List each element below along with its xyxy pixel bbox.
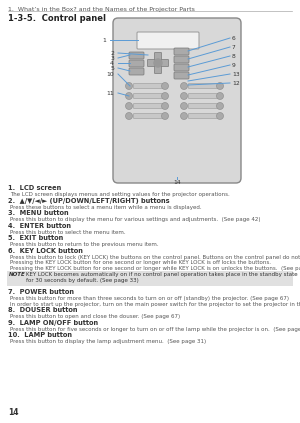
- FancyBboxPatch shape: [174, 72, 189, 79]
- FancyBboxPatch shape: [154, 52, 161, 61]
- Circle shape: [217, 93, 224, 99]
- FancyBboxPatch shape: [174, 56, 189, 63]
- Circle shape: [181, 102, 188, 110]
- Text: Press this button to display the menu for various settings and adjustments.  (Se: Press this button to display the menu fo…: [10, 217, 260, 222]
- Text: Press these buttons to select a menu item while a menu is displayed.: Press these buttons to select a menu ite…: [10, 204, 202, 209]
- Text: 7.  POWER button: 7. POWER button: [8, 289, 74, 295]
- Text: 3.  MENU button: 3. MENU button: [8, 210, 69, 216]
- FancyBboxPatch shape: [188, 104, 218, 109]
- Circle shape: [161, 102, 169, 110]
- FancyBboxPatch shape: [129, 68, 144, 75]
- Text: 8.  DOUSER button: 8. DOUSER button: [8, 307, 77, 313]
- Text: 4: 4: [110, 60, 114, 66]
- Text: 14: 14: [8, 408, 19, 417]
- FancyBboxPatch shape: [134, 104, 163, 109]
- Text: Pressing the KEY LOCK button for one second or longer while KEY LOCK is off lock: Pressing the KEY LOCK button for one sec…: [10, 260, 271, 265]
- Circle shape: [181, 82, 188, 90]
- FancyBboxPatch shape: [148, 60, 157, 66]
- Circle shape: [181, 113, 188, 120]
- Text: 5: 5: [110, 66, 114, 71]
- FancyBboxPatch shape: [113, 18, 241, 183]
- FancyBboxPatch shape: [174, 64, 189, 71]
- Text: 6: 6: [232, 36, 236, 41]
- Text: Press this button for five seconds or longer to turn on or off the lamp while th: Press this button for five seconds or lo…: [10, 327, 300, 332]
- Text: Press this button to return to the previous menu item.: Press this button to return to the previ…: [10, 242, 159, 247]
- Text: Press this button to select the menu item.: Press this button to select the menu ite…: [10, 230, 126, 234]
- FancyBboxPatch shape: [134, 83, 163, 88]
- FancyBboxPatch shape: [188, 113, 218, 118]
- Circle shape: [125, 93, 133, 99]
- Text: 3: 3: [110, 55, 114, 60]
- Circle shape: [125, 102, 133, 110]
- Text: The LCD screen displays menus and setting values for the projector operations.: The LCD screen displays menus and settin…: [10, 192, 230, 197]
- FancyBboxPatch shape: [134, 113, 163, 118]
- Text: 2.  ▲/▼/◄/► (UP/DOWN/LEFT/RIGHT) buttons: 2. ▲/▼/◄/► (UP/DOWN/LEFT/RIGHT) buttons: [8, 198, 169, 203]
- Circle shape: [217, 82, 224, 90]
- FancyBboxPatch shape: [174, 48, 189, 55]
- FancyBboxPatch shape: [134, 93, 163, 99]
- Text: 1: 1: [102, 38, 106, 42]
- FancyBboxPatch shape: [188, 93, 218, 99]
- FancyBboxPatch shape: [154, 64, 161, 74]
- Circle shape: [161, 113, 169, 120]
- Text: 14: 14: [173, 180, 181, 185]
- Text: 11: 11: [106, 91, 114, 96]
- Circle shape: [181, 93, 188, 99]
- Text: 9.  LAMP ON/OFF button: 9. LAMP ON/OFF button: [8, 319, 98, 326]
- FancyBboxPatch shape: [137, 32, 199, 49]
- Circle shape: [161, 82, 169, 90]
- Text: 6.  KEY LOCK button: 6. KEY LOCK button: [8, 247, 83, 253]
- Text: 12: 12: [232, 80, 240, 85]
- Text: Press this button to lock (KEY LOCK) the buttons on the control panel. Buttons o: Press this button to lock (KEY LOCK) the…: [10, 255, 300, 259]
- Text: Press this button to display the lamp adjustment menu.  (See page 31): Press this button to display the lamp ad…: [10, 339, 206, 344]
- Text: Press this button for more than three seconds to turn on or off (standby) the pr: Press this button for more than three se…: [10, 296, 289, 301]
- Text: In order to start up the projector, turn on the main power switch for the projec: In order to start up the projector, turn…: [10, 302, 300, 307]
- Circle shape: [161, 93, 169, 99]
- Text: 8: 8: [232, 53, 236, 58]
- Text: 4.  ENTER button: 4. ENTER button: [8, 222, 71, 228]
- Text: Press this button to open and close the douser. (See page 67): Press this button to open and close the …: [10, 314, 180, 319]
- Circle shape: [125, 82, 133, 90]
- Text: 13: 13: [232, 71, 240, 77]
- FancyBboxPatch shape: [188, 83, 218, 88]
- Text: KEY LOCK becomes automatically on if no control panel operation takes place in t: KEY LOCK becomes automatically on if no …: [26, 272, 298, 283]
- Text: 10.  LAMP button: 10. LAMP button: [8, 332, 72, 338]
- Text: 9: 9: [232, 63, 236, 68]
- Circle shape: [125, 113, 133, 120]
- FancyBboxPatch shape: [129, 60, 144, 67]
- FancyBboxPatch shape: [7, 271, 293, 286]
- Text: 10: 10: [106, 71, 114, 77]
- Text: 1-3-5.  Control panel: 1-3-5. Control panel: [8, 14, 106, 23]
- Text: 1.  What’s in the Box? and the Names of the Projector Parts: 1. What’s in the Box? and the Names of t…: [8, 7, 195, 12]
- FancyBboxPatch shape: [160, 60, 169, 66]
- Circle shape: [154, 59, 162, 67]
- FancyBboxPatch shape: [129, 52, 144, 59]
- Text: 2: 2: [110, 50, 114, 55]
- Text: 1.  LCD screen: 1. LCD screen: [8, 185, 61, 191]
- Text: 7: 7: [232, 44, 236, 49]
- Circle shape: [217, 113, 224, 120]
- Circle shape: [217, 102, 224, 110]
- Text: Pressing the KEY LOCK button for one second or longer while KEY LOCK is on unloc: Pressing the KEY LOCK button for one sec…: [10, 266, 300, 270]
- Text: NOTE: NOTE: [9, 272, 26, 277]
- Text: 5.  EXIT button: 5. EXIT button: [8, 235, 63, 241]
